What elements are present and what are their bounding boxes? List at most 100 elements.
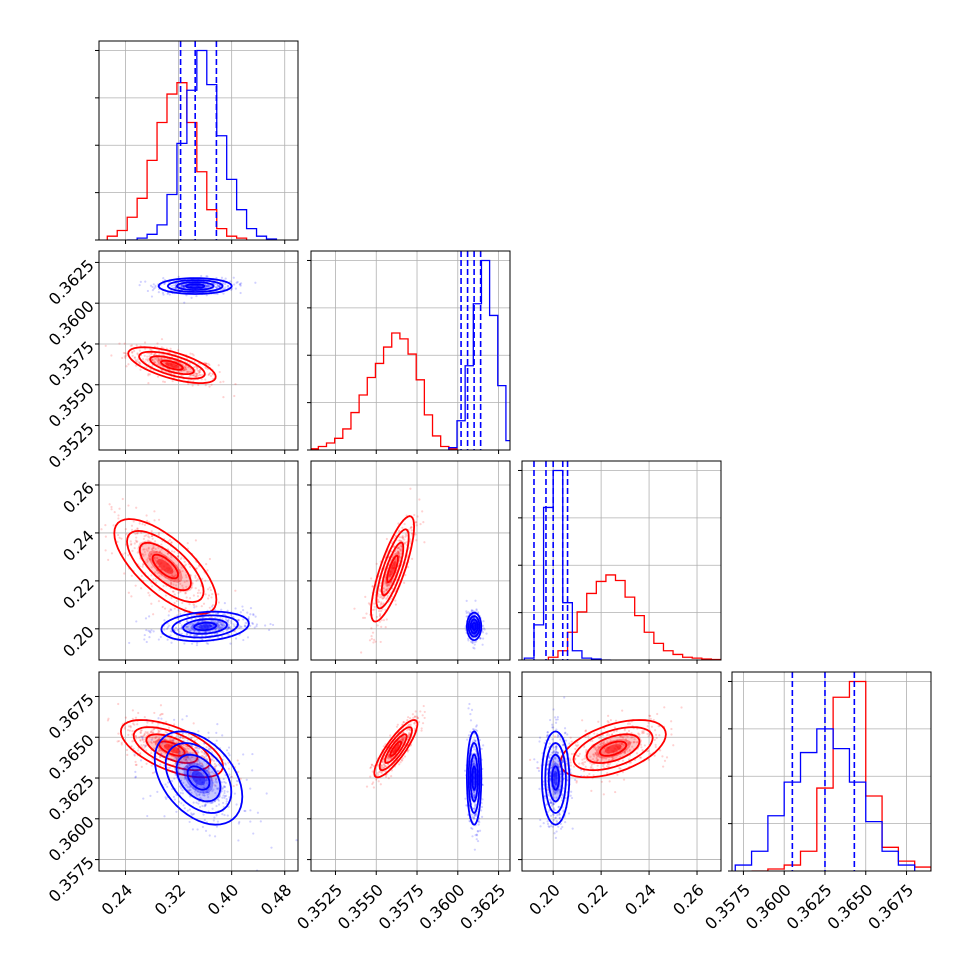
blue-sample-point (183, 807, 186, 810)
red-sample-point (154, 571, 157, 574)
red-sample-point (130, 344, 134, 347)
red-sample-point (188, 565, 192, 568)
red-sample-point (641, 748, 644, 752)
red-sample-point (159, 714, 162, 717)
red-sample-point (402, 735, 405, 738)
blue-contour (182, 618, 228, 635)
blue-sample-point (473, 807, 476, 810)
blue-sample-point (481, 637, 485, 640)
blue-sample-point (478, 821, 481, 824)
blue-sample-point (220, 608, 223, 611)
red-sample-point (217, 593, 220, 596)
blue-sample-point (205, 791, 208, 794)
red-sample-point (377, 780, 380, 783)
red-sample-point (403, 522, 406, 526)
red-sample-point (626, 735, 629, 738)
blue-sample-point (205, 779, 208, 782)
blue-sample-point (196, 641, 199, 645)
red-sample-point (84, 506, 86, 508)
red-sample-point (407, 748, 410, 752)
blue-sample-point (465, 804, 468, 807)
blue-sample-point (482, 627, 485, 630)
blue-sample-point (221, 734, 224, 737)
red-sample-point (135, 737, 138, 740)
blue-contour (186, 765, 211, 791)
red-sample-point (420, 729, 423, 732)
red-sample-point (160, 338, 164, 341)
red-sample-point (199, 591, 202, 595)
blue-sample-point (139, 280, 142, 283)
red-sample-point (622, 778, 626, 781)
red-sample-point (546, 788, 549, 791)
red-sample-point (409, 729, 412, 732)
blue-sample-point (204, 804, 207, 807)
blue-sample-point (207, 768, 210, 771)
red-sample-point (173, 574, 177, 577)
red-sample-point (195, 372, 198, 375)
blue-sample-point (189, 633, 192, 636)
red-sample-point (154, 581, 158, 584)
red-sample-point (372, 641, 375, 644)
blue-sample-point (221, 758, 224, 761)
blue-sample-point (144, 280, 147, 283)
red-sample-point (381, 597, 384, 600)
blue-sample-point (221, 796, 224, 799)
red-sample-point (597, 753, 600, 756)
red-sample-point (397, 552, 400, 555)
red-sample-point (116, 740, 119, 743)
red-contour (386, 554, 399, 584)
red-sample-point (658, 734, 661, 737)
red-sample-point (233, 394, 236, 398)
blue-sample-point (152, 630, 155, 633)
red-sample-point (401, 537, 405, 540)
red-sample-point (92, 710, 94, 712)
red-sample-point (422, 704, 425, 708)
red-sample-point (625, 748, 628, 751)
red-sample-point (166, 552, 170, 555)
blue-sample-point (216, 283, 219, 286)
red-sample-point (653, 738, 656, 741)
blue-sample-point (189, 745, 193, 748)
blue-sample-point (179, 636, 182, 639)
red-sample-point (384, 626, 387, 629)
blue-sample-point (189, 751, 192, 754)
blue-sample-point (473, 746, 476, 749)
red-sample-point (208, 771, 211, 774)
blue-sample-point (206, 275, 209, 278)
red-sample-point (641, 732, 644, 735)
blue-sample-point (205, 769, 208, 772)
red-sample-point (184, 758, 187, 761)
blue-sample-point (466, 738, 469, 741)
red-sample-point (198, 371, 201, 374)
red-sample-point (385, 588, 388, 591)
red-sample-point (157, 600, 161, 603)
red-sample-point (159, 704, 163, 707)
red-sample-point (206, 569, 209, 572)
red-sample-point (591, 758, 595, 761)
red-sample-point (401, 738, 405, 741)
red-sample-point (150, 764, 153, 767)
red-contour (585, 733, 641, 764)
red-sample-point (381, 760, 385, 763)
blue-sample-point (472, 646, 475, 649)
red-sample-point (95, 732, 97, 734)
blue-sample-point (185, 625, 188, 629)
red-sample-point (127, 733, 130, 736)
red-sample-point (581, 758, 584, 761)
blue-sample-point (227, 746, 231, 749)
blue-sample-point (471, 764, 474, 767)
red-sample-point (181, 736, 184, 740)
blue-sample-point (467, 611, 470, 614)
red-sample-point (192, 722, 195, 725)
red-sample-point (194, 375, 197, 378)
blue-sample-point (213, 816, 216, 819)
red-sample-point (213, 765, 216, 768)
blue-sample-point (242, 638, 245, 642)
blue-sample-point (128, 641, 131, 645)
histogram-red (547, 574, 721, 660)
red-sample-point (589, 755, 592, 758)
blue-sample-point (183, 767, 186, 770)
red-sample-point (149, 730, 152, 733)
blue-contour (166, 279, 224, 293)
blue-sample-point (190, 791, 193, 794)
